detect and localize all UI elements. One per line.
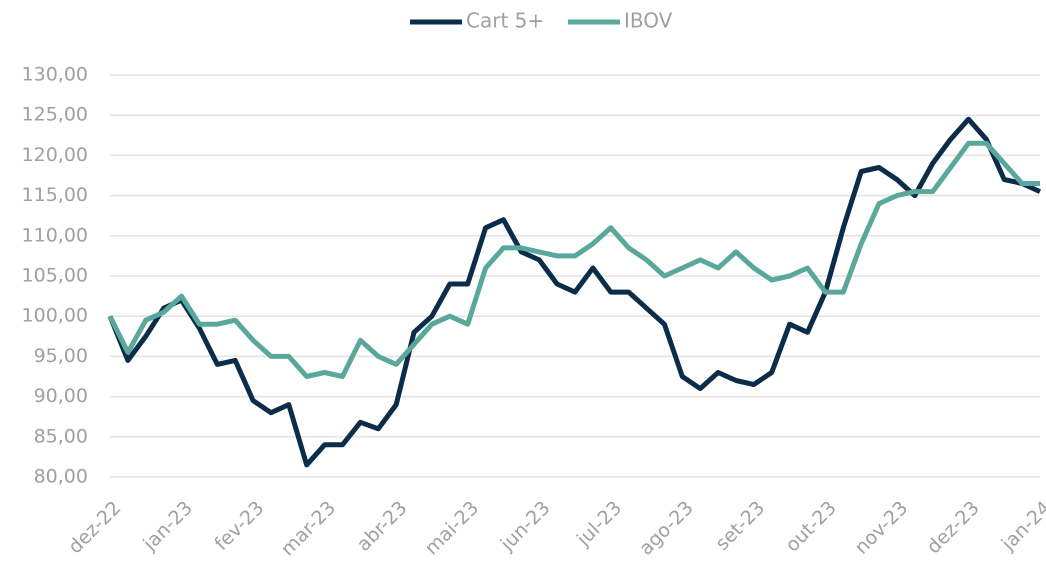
y-tick-label: 120,00 (22, 144, 88, 166)
y-tick-label: 105,00 (22, 265, 88, 287)
y-tick-label: 100,00 (22, 305, 88, 327)
x-tick-label: out-23 (781, 497, 841, 557)
y-tick-label: 130,00 (22, 64, 88, 86)
x-tick-label: set-23 (711, 497, 769, 555)
y-tick-label: 80,00 (34, 466, 88, 488)
x-tick-label: mar-23 (277, 497, 340, 560)
x-tick-label: abr-23 (353, 497, 412, 556)
y-tick-label: 125,00 (22, 104, 88, 126)
legend-label: Cart 5+ (466, 9, 544, 33)
line-series (107, 140, 1040, 379)
x-tick-label: mai-23 (421, 497, 484, 560)
x-tick-label: dez-22 (64, 497, 125, 558)
x-tick-label: dez-23 (923, 497, 984, 558)
y-tick-label: 90,00 (34, 385, 88, 407)
x-tick-label: nov-23 (851, 497, 913, 559)
x-tick-label: ago-23 (635, 497, 698, 560)
legend-label: IBOV (624, 9, 673, 33)
line-series (107, 116, 1042, 468)
x-tick-label: jun-23 (496, 497, 555, 556)
y-tick-label: 115,00 (22, 184, 88, 206)
x-tick-label: jan-23 (138, 497, 197, 556)
y-tick-label: 95,00 (34, 345, 88, 367)
y-tick-label: 110,00 (22, 224, 88, 246)
x-tick-label: jul-23 (572, 497, 626, 551)
x-tick-label: fev-23 (210, 497, 268, 555)
x-tick-label: jan-24 (997, 497, 1046, 556)
y-tick-label: 85,00 (34, 425, 88, 447)
